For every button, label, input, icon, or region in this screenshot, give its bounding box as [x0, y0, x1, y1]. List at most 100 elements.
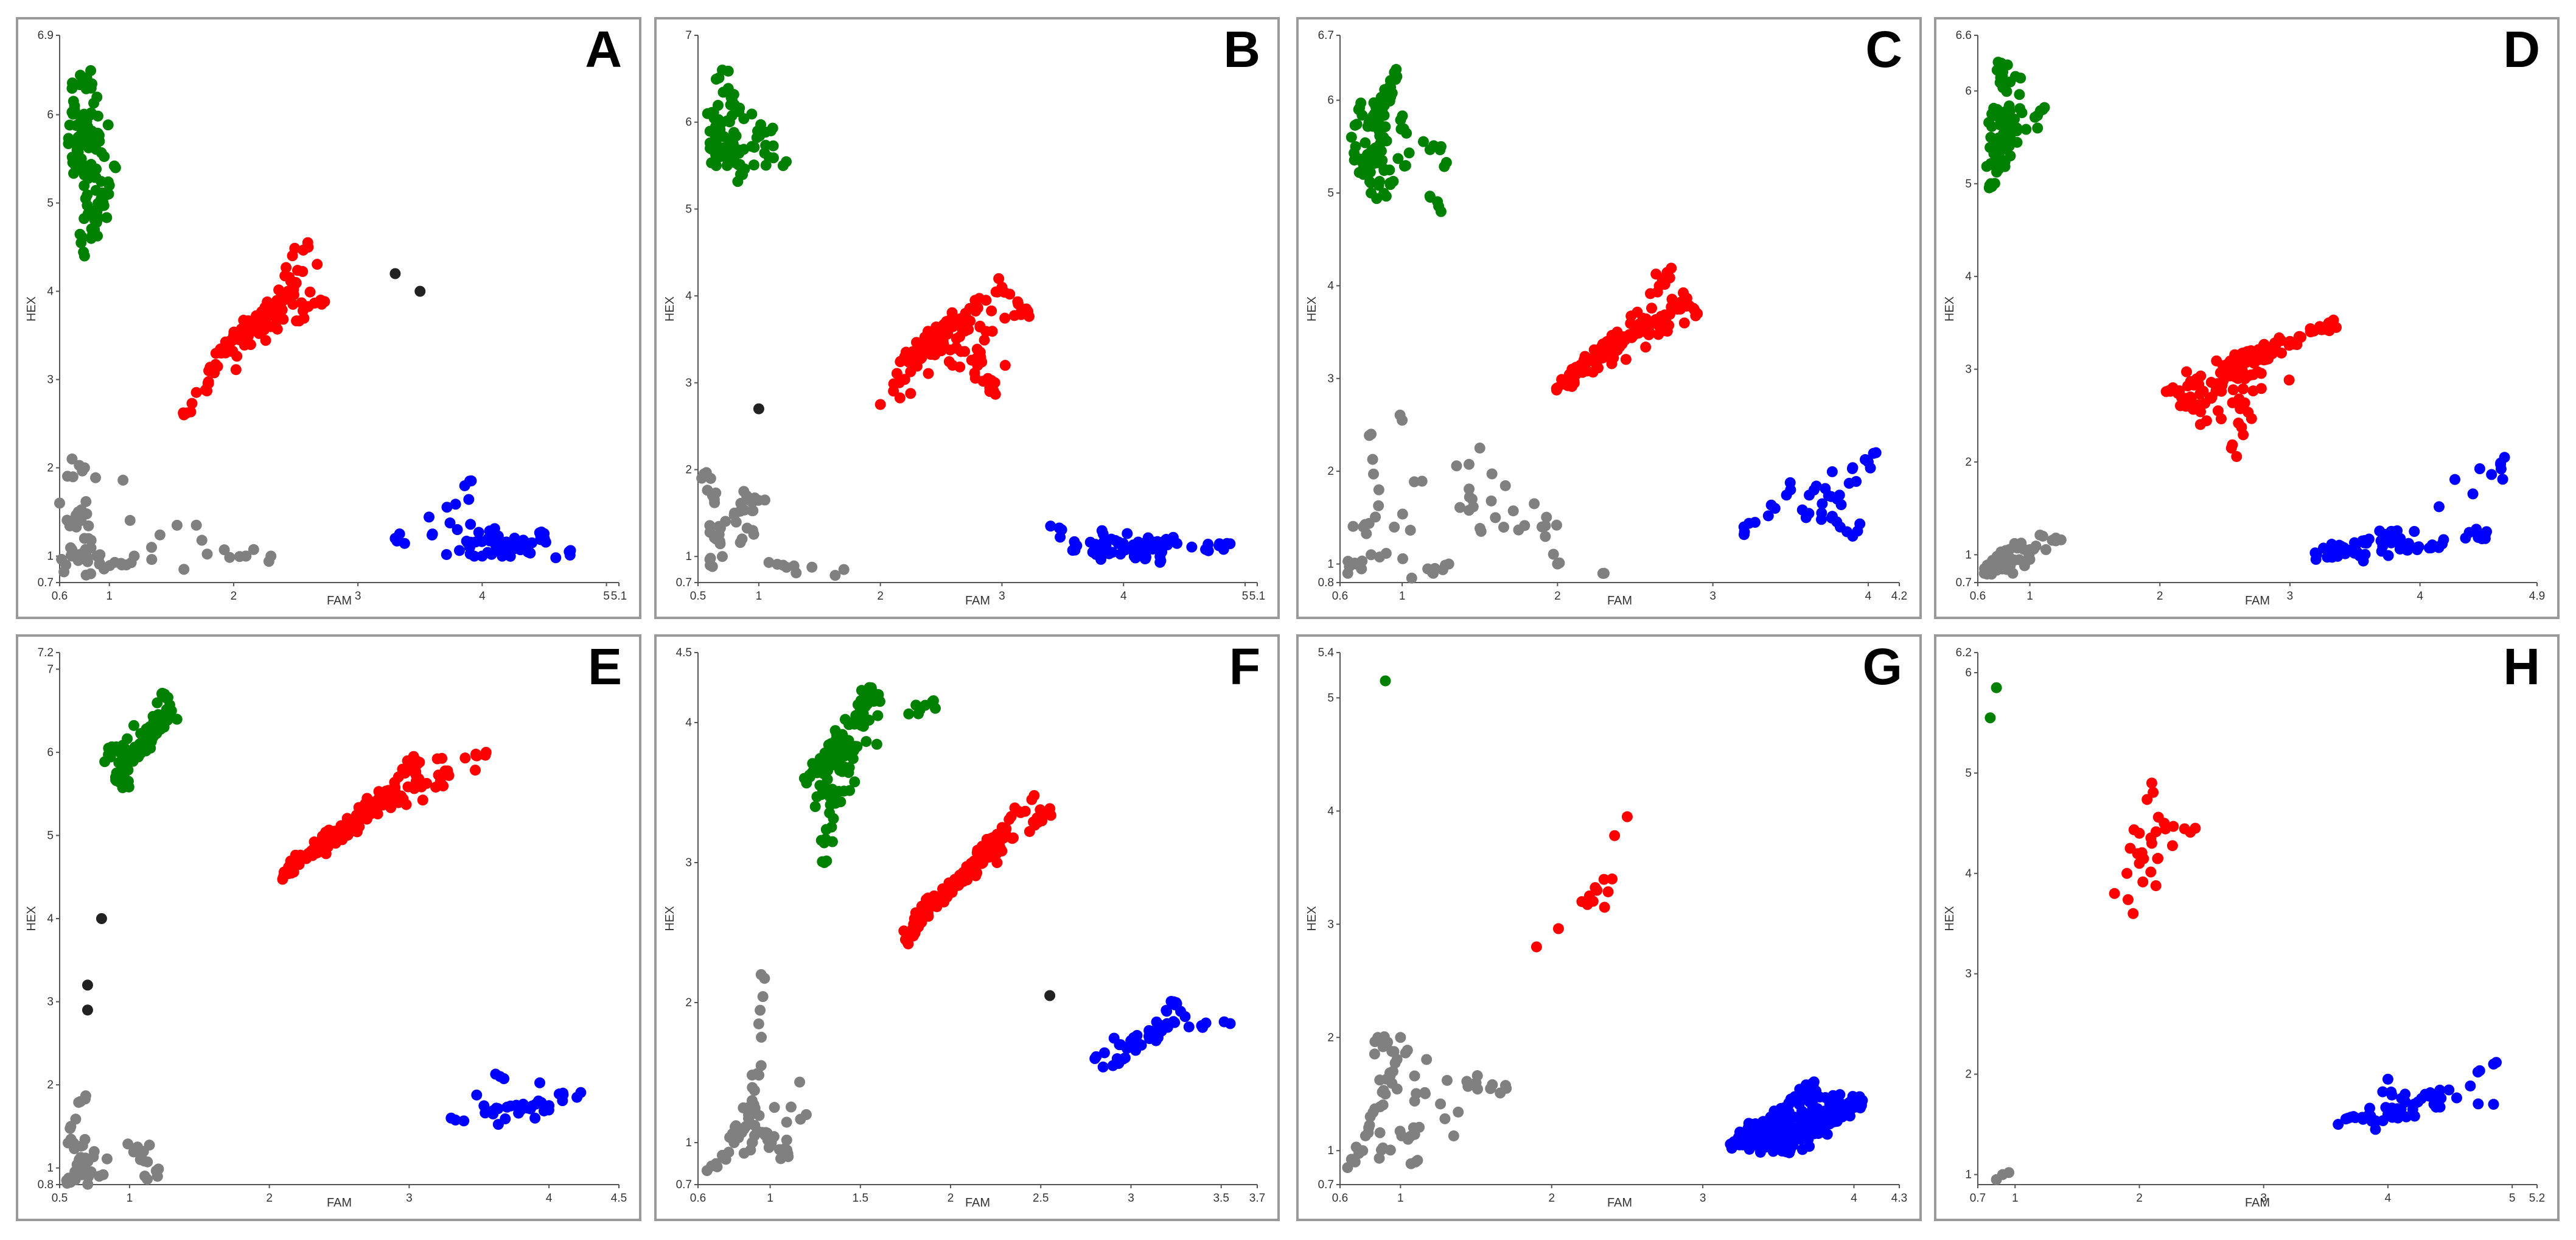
data-point — [2233, 418, 2244, 429]
data-point — [735, 537, 746, 548]
data-point — [825, 738, 837, 749]
data-point — [999, 360, 1011, 371]
data-point — [749, 1085, 760, 1096]
cluster-FAM-positive — [1725, 1076, 1868, 1158]
data-point — [1347, 520, 1359, 532]
data-point — [838, 785, 850, 797]
data-point — [2017, 542, 2028, 554]
y-tick-label: 1 — [47, 550, 54, 563]
data-point — [1384, 1070, 1396, 1082]
data-point — [78, 247, 89, 258]
data-point — [806, 561, 818, 573]
cluster-FAM-positive — [389, 475, 576, 564]
data-point — [67, 1172, 79, 1183]
data-point — [2032, 122, 2044, 134]
data-point — [706, 1160, 717, 1172]
data-point — [2411, 544, 2423, 555]
data-point — [1578, 356, 1590, 367]
data-point — [755, 1060, 767, 1071]
data-point — [1356, 155, 1367, 167]
data-point — [1045, 810, 1056, 821]
data-point — [1554, 557, 1565, 569]
data-point — [720, 1154, 731, 1165]
y-tick-label: 6.6 — [1956, 29, 1972, 42]
data-point — [1688, 303, 1699, 314]
data-point — [2451, 1092, 2462, 1104]
data-point — [809, 801, 821, 812]
data-point — [1625, 318, 1636, 329]
data-point — [99, 151, 110, 163]
data-point — [1984, 712, 1996, 724]
data-point — [1734, 1126, 1746, 1138]
cluster-double-positive — [1531, 811, 1633, 953]
data-point — [1992, 57, 2004, 68]
data-point — [871, 692, 882, 704]
y-tick-label: 2 — [685, 463, 692, 476]
y-tick-label: 1 — [47, 1162, 54, 1175]
y-tick-label: 3 — [47, 996, 54, 1009]
data-point — [1991, 682, 2002, 693]
data-point — [80, 569, 92, 581]
data-point — [985, 842, 996, 853]
data-point — [80, 496, 92, 507]
data-point — [291, 850, 302, 862]
data-point — [1485, 495, 1497, 506]
x-tick-label: 3.7 — [1249, 1192, 1265, 1205]
data-point — [2425, 542, 2437, 553]
data-point — [829, 570, 841, 581]
data-point — [2193, 399, 2204, 411]
x-tick-label: 1 — [767, 1192, 773, 1205]
data-point — [389, 777, 400, 788]
data-point — [389, 268, 401, 279]
x-tick-label: 5.1 — [611, 590, 627, 603]
data-point — [2243, 407, 2254, 418]
data-point — [152, 697, 163, 709]
y-axis-label: HEX — [25, 906, 38, 931]
data-point — [263, 556, 274, 567]
cluster-HEX-positive — [1380, 675, 1391, 687]
data-point — [735, 505, 746, 517]
data-point — [1366, 549, 1377, 561]
data-point — [66, 454, 78, 464]
data-point — [538, 1105, 550, 1116]
data-point — [2434, 1084, 2446, 1096]
data-point — [1495, 1087, 1506, 1099]
data-point — [979, 334, 990, 346]
data-point — [534, 1077, 546, 1088]
data-point — [1785, 1093, 1796, 1105]
data-point — [913, 921, 924, 933]
data-point — [2283, 340, 2295, 351]
data-point — [133, 746, 144, 757]
y-tick-label: 2 — [1965, 1068, 1972, 1081]
x-tick-label: 0.6 — [1332, 590, 1348, 603]
data-point — [2333, 1119, 2344, 1130]
data-point — [2275, 347, 2287, 359]
y-tick-label: 4 — [685, 290, 692, 303]
data-point — [713, 528, 725, 540]
data-point — [1643, 329, 1655, 340]
data-point — [1425, 192, 1436, 203]
data-point — [1808, 484, 1820, 496]
data-point — [398, 765, 410, 777]
data-point — [1795, 1133, 1807, 1145]
data-point — [375, 793, 386, 805]
data-point — [171, 519, 183, 531]
x-tick-label: 5.2 — [2529, 1192, 2545, 1205]
data-point — [1136, 1039, 1147, 1051]
data-point — [1139, 548, 1151, 560]
data-point — [1368, 97, 1380, 108]
data-point — [1128, 545, 1139, 557]
data-point — [994, 844, 1005, 856]
data-point — [2014, 89, 2025, 100]
data-point — [958, 317, 970, 329]
data-point — [1664, 309, 1675, 320]
y-tick-label: 3 — [1965, 363, 1972, 376]
data-point — [1588, 352, 1599, 363]
data-point — [938, 319, 949, 331]
data-point — [128, 1146, 139, 1158]
data-point — [972, 844, 983, 856]
data-point — [2396, 1093, 2407, 1104]
data-point — [77, 465, 88, 477]
data-point — [1202, 545, 1214, 556]
